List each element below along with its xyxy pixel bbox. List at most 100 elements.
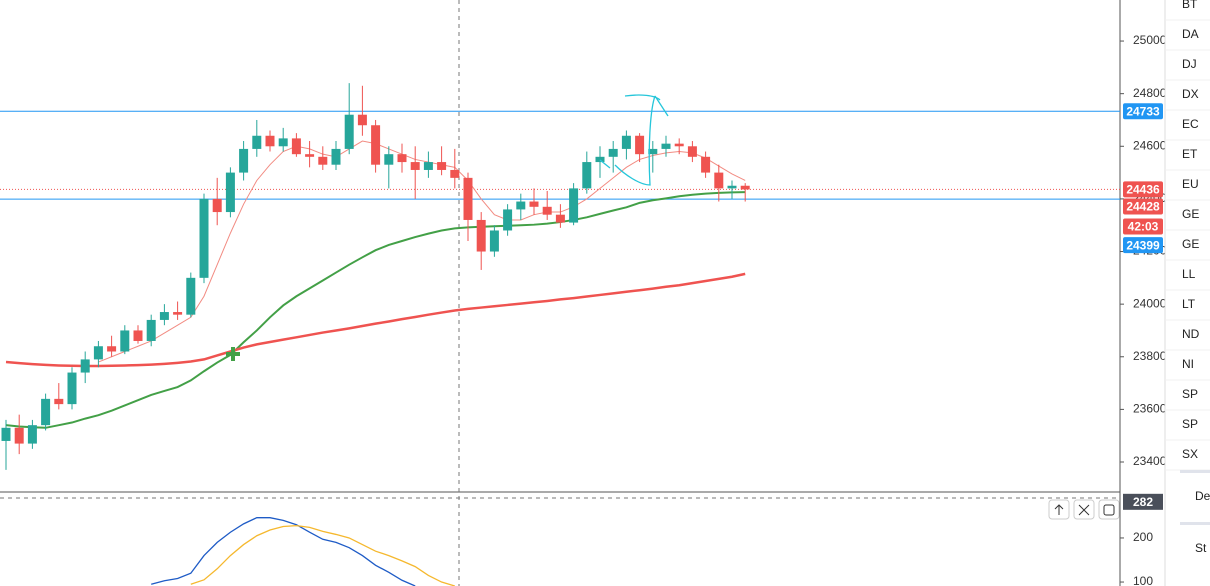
maximize-button[interactable] bbox=[1098, 499, 1120, 520]
candle-body bbox=[173, 312, 183, 315]
current-value: 282 bbox=[1133, 495, 1153, 509]
candle-body bbox=[212, 198, 222, 213]
candle-body bbox=[582, 162, 592, 189]
symbol[interactable]: DA bbox=[1182, 27, 1199, 41]
candle-body bbox=[318, 156, 328, 165]
main-pane bbox=[0, 83, 1120, 470]
candle-body bbox=[159, 312, 169, 320]
y-tick-label: 23600 bbox=[1133, 402, 1167, 416]
candle-body bbox=[714, 172, 724, 189]
candle-body bbox=[542, 206, 552, 215]
candle-body bbox=[239, 148, 249, 173]
icon bbox=[1078, 504, 1090, 516]
candle-body bbox=[687, 146, 697, 157]
countdown-label-bg bbox=[1123, 218, 1163, 235]
candle-body bbox=[569, 188, 579, 223]
moving-average bbox=[5, 272, 746, 368]
candle-body bbox=[476, 219, 486, 252]
candle-body bbox=[199, 198, 209, 278]
candle-body bbox=[278, 138, 288, 147]
candle-body bbox=[357, 114, 367, 126]
candle-body bbox=[674, 143, 684, 147]
candle-body bbox=[516, 201, 526, 210]
oscillator-line bbox=[151, 517, 416, 586]
symbol[interactable]: SP bbox=[1182, 417, 1198, 431]
candle-body bbox=[80, 359, 90, 373]
symbol[interactable]: NI bbox=[1182, 357, 1194, 371]
candle-body bbox=[67, 372, 77, 405]
candle-body bbox=[186, 277, 196, 315]
candle-body bbox=[54, 398, 64, 405]
candle-body bbox=[107, 346, 117, 352]
symbol[interactable]: EC bbox=[1182, 117, 1199, 131]
price-label: 24733 bbox=[1126, 104, 1160, 118]
symbol[interactable]: BT bbox=[1182, 0, 1198, 11]
symbol[interactable]: GE bbox=[1182, 237, 1199, 251]
price-label-bg bbox=[1123, 181, 1163, 198]
section-divider bbox=[1180, 470, 1210, 473]
candle-body bbox=[463, 177, 473, 220]
current-value-bg bbox=[1123, 493, 1163, 510]
candle-body bbox=[740, 185, 750, 190]
countdown-label: 42:03 bbox=[1128, 220, 1159, 234]
price-label-bg bbox=[1123, 237, 1163, 254]
oscillator-pane bbox=[151, 517, 455, 586]
symbol[interactable]: ET bbox=[1182, 147, 1198, 161]
candle-body bbox=[701, 156, 711, 173]
symbol[interactable]: ND bbox=[1182, 327, 1200, 341]
symbol[interactable]: DJ bbox=[1182, 57, 1197, 71]
watchlist-panel bbox=[1165, 0, 1210, 586]
candle-body bbox=[331, 148, 341, 165]
y-tick-label: 24000 bbox=[1133, 296, 1167, 310]
candle-body bbox=[635, 135, 645, 155]
section-title[interactable]: St bbox=[1195, 541, 1207, 555]
section-title[interactable]: De bbox=[1195, 489, 1210, 503]
candle-body bbox=[384, 154, 394, 165]
y-tick-label: 200 bbox=[1133, 530, 1153, 544]
price-label: 24436 bbox=[1126, 183, 1160, 197]
price-label-bg bbox=[1123, 198, 1163, 215]
oscillator-line bbox=[190, 524, 455, 586]
candle-body bbox=[120, 330, 130, 352]
candle-body bbox=[503, 209, 513, 231]
candle-body bbox=[450, 169, 460, 178]
symbol[interactable]: LL bbox=[1182, 267, 1196, 281]
symbol[interactable]: SX bbox=[1182, 447, 1198, 461]
candle-body bbox=[371, 125, 381, 165]
symbol[interactable]: SP bbox=[1182, 387, 1198, 401]
candle-body bbox=[265, 135, 275, 147]
candle-body bbox=[608, 148, 618, 157]
candle-body bbox=[93, 346, 103, 360]
candle-body bbox=[410, 162, 420, 170]
symbol[interactable]: DX bbox=[1182, 87, 1199, 101]
candle-body bbox=[305, 154, 315, 157]
icon bbox=[1054, 504, 1064, 515]
symbol[interactable]: LT bbox=[1182, 297, 1196, 311]
watchlist: BT DA DJ DX EC ET EU GE GE LL LT ND NI SP SP SX De St bbox=[1165, 0, 1210, 555]
candle-body bbox=[489, 230, 499, 252]
candle-body bbox=[621, 135, 631, 149]
drawing bbox=[599, 94, 669, 186]
candle-body bbox=[252, 135, 262, 149]
candle-body bbox=[291, 138, 301, 155]
icon bbox=[1103, 504, 1115, 516]
candle-body bbox=[397, 154, 407, 163]
y-tick-label: 24800 bbox=[1133, 86, 1167, 100]
candle-body bbox=[529, 201, 539, 207]
candle-body bbox=[225, 172, 235, 213]
candle-body bbox=[133, 330, 143, 341]
y-tick-label: 23800 bbox=[1133, 349, 1167, 363]
price-label-bg bbox=[1123, 103, 1163, 120]
price-axis: 2340023600238002400024200244002460024800… bbox=[1120, 33, 1167, 586]
pane-buttons bbox=[1048, 499, 1120, 520]
y-tick-label: 24600 bbox=[1133, 138, 1167, 152]
symbol[interactable]: EU bbox=[1182, 177, 1199, 191]
candle-body bbox=[437, 162, 447, 170]
moving-average bbox=[5, 191, 746, 429]
y-tick-label: 100 bbox=[1133, 574, 1153, 586]
candle-body bbox=[27, 425, 37, 444]
moving-average bbox=[98, 140, 746, 363]
candle-body bbox=[648, 148, 658, 155]
symbol[interactable]: GE bbox=[1182, 207, 1199, 221]
